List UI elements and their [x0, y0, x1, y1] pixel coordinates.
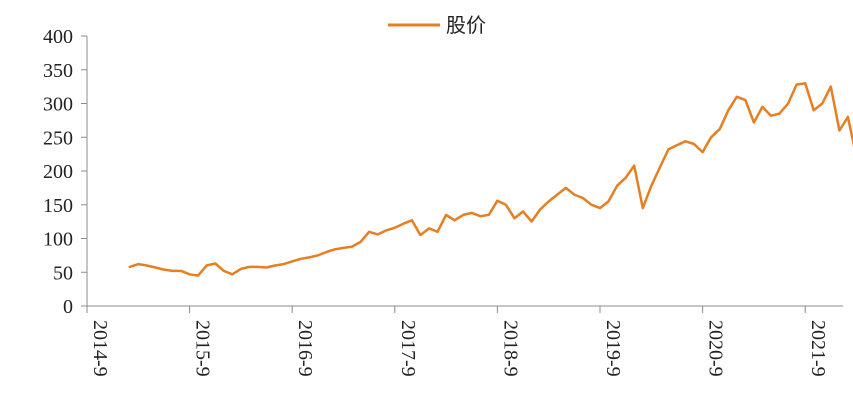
- legend-label: 股价: [446, 13, 486, 37]
- x-axis: 2014-9 2015-9 2016-9 2017-9 2018-9 2019-9 2020…: [86, 305, 843, 377]
- y-tick-label: 400: [43, 26, 73, 48]
- x-tick-label: 2015-9: [192, 320, 214, 377]
- y-tick-label: 350: [43, 60, 73, 82]
- series-line-price: [128, 82, 853, 277]
- legend: 股价: [388, 13, 486, 37]
- x-tick-label: 2016-9: [294, 320, 316, 377]
- y-tick-label: 250: [43, 127, 73, 149]
- x-tick-label: 2020-9: [705, 320, 727, 377]
- y-tick-label: 200: [43, 161, 73, 183]
- x-tick-label: 2014-9: [89, 320, 111, 377]
- x-tick-label: 2021-9: [807, 320, 829, 377]
- x-tick-label: 2019-9: [602, 320, 624, 377]
- x-tick-label: 2018-9: [499, 320, 521, 377]
- x-tick-label: 2017-9: [397, 320, 419, 377]
- y-tick-label: 50: [53, 262, 73, 284]
- plot-area: [128, 82, 853, 277]
- y-tick-label: 100: [43, 229, 73, 251]
- y-axis: 0 50 100 150 200 250 300 350 400: [43, 26, 88, 318]
- y-tick-label: 150: [43, 195, 73, 217]
- y-tick-label: 0: [63, 296, 73, 318]
- y-tick-label: 300: [43, 94, 73, 116]
